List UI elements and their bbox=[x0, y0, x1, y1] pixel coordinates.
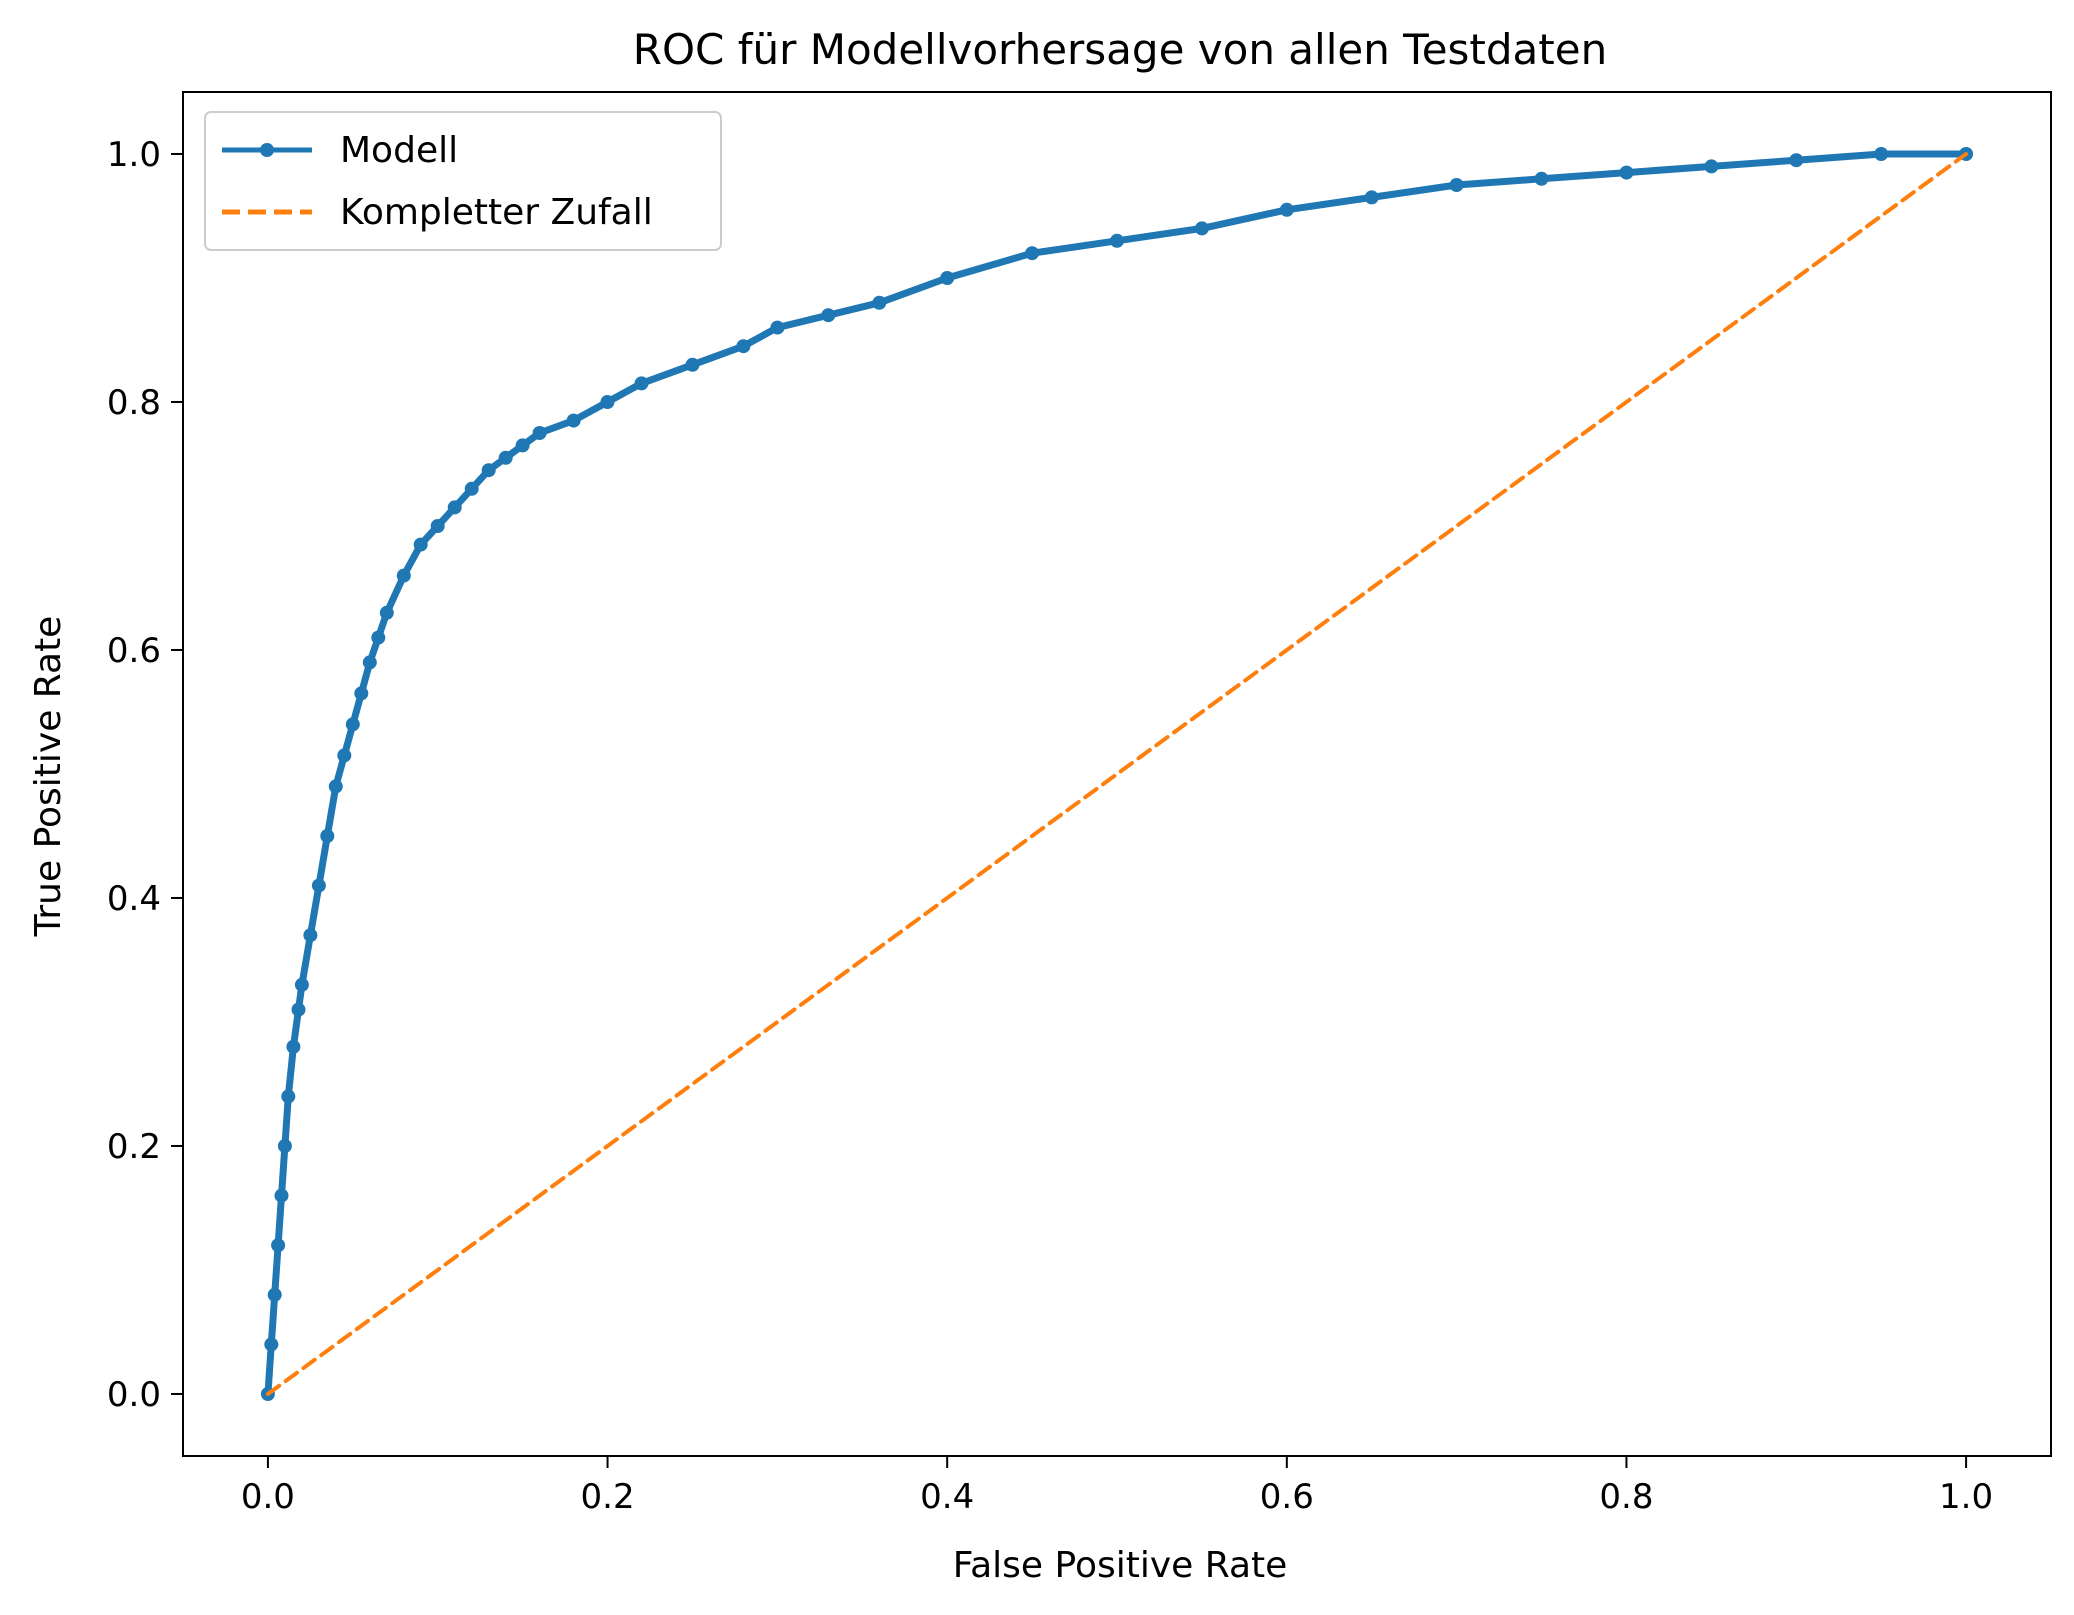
series-point-0-43 bbox=[1449, 178, 1464, 192]
y-tick-label-0: 0.0 bbox=[107, 1375, 161, 1415]
series-point-0-35 bbox=[821, 308, 836, 323]
series-point-0-41 bbox=[1279, 202, 1294, 217]
series-point-0-22 bbox=[430, 519, 445, 533]
legend-label-modell: Modell bbox=[340, 130, 458, 171]
series-point-0-34 bbox=[770, 320, 785, 335]
series-point-0-44 bbox=[1534, 171, 1549, 186]
series-point-0-9 bbox=[294, 977, 309, 992]
series-point-0-14 bbox=[337, 748, 352, 763]
legend-marker-modell bbox=[260, 143, 274, 157]
series-point-0-26 bbox=[498, 450, 513, 465]
series-point-0-6 bbox=[281, 1089, 296, 1104]
y-tick-label-3: 0.6 bbox=[107, 631, 161, 671]
legend-label-zufall: Kompletter Zufall bbox=[340, 192, 653, 233]
series-point-0-30 bbox=[600, 395, 615, 409]
series-point-0-28 bbox=[532, 426, 547, 440]
series-point-0-20 bbox=[396, 568, 411, 583]
series-point-0-23 bbox=[447, 500, 462, 515]
series-point-0-45 bbox=[1619, 165, 1634, 180]
legend: Modell Kompletter Zufall bbox=[204, 111, 722, 251]
series-point-0-27 bbox=[515, 438, 530, 453]
series-point-0-8 bbox=[291, 1002, 306, 1017]
chart-title: ROC für Modellvorhersage von allen Testd… bbox=[633, 25, 1607, 74]
legend-frame bbox=[204, 111, 722, 251]
series-point-0-39 bbox=[1110, 233, 1124, 248]
series-point-0-38 bbox=[1025, 246, 1040, 261]
series-point-0-3 bbox=[271, 1238, 286, 1253]
y-tick-label-5: 1.0 bbox=[107, 135, 161, 175]
series-point-0-2 bbox=[267, 1287, 282, 1302]
y-tick-label-4: 0.8 bbox=[107, 383, 161, 423]
series-point-0-1 bbox=[264, 1337, 279, 1352]
series-point-0-40 bbox=[1194, 221, 1209, 236]
series-point-0-21 bbox=[413, 537, 428, 552]
series-point-0-46 bbox=[1704, 159, 1719, 174]
series-point-0-13 bbox=[328, 779, 343, 794]
y-tick-label-1: 0.2 bbox=[107, 1127, 161, 1167]
x-tick-label-0: 0.0 bbox=[241, 1477, 295, 1517]
series-point-0-15 bbox=[345, 717, 360, 732]
series-point-0-25 bbox=[481, 463, 496, 478]
series-point-0-11 bbox=[311, 878, 326, 893]
series-point-0-32 bbox=[685, 357, 700, 372]
series-point-0-48 bbox=[1874, 147, 1889, 161]
series-point-0-18 bbox=[371, 630, 386, 645]
x-tick-label-4: 0.8 bbox=[1599, 1477, 1653, 1517]
x-tick-label-5: 1.0 bbox=[1939, 1477, 1993, 1517]
series-point-0-37 bbox=[940, 271, 955, 285]
x-tick-label-2: 0.4 bbox=[920, 1477, 974, 1517]
series-point-0-42 bbox=[1364, 190, 1379, 205]
series-point-0-16 bbox=[354, 686, 369, 701]
series-point-0-24 bbox=[464, 481, 479, 496]
series-line-1 bbox=[265, 152, 1969, 1396]
x-tick-label-3: 0.6 bbox=[1260, 1477, 1314, 1517]
series-point-0-19 bbox=[379, 605, 394, 620]
series-point-0-36 bbox=[872, 295, 887, 310]
plot-layer: 0.0 0.2 0.4 0.6 0.8 1.0 0.0 0.2 0.4 0.6 0.8 1.0 bbox=[107, 91, 2052, 1517]
x-tick-label-1: 0.2 bbox=[581, 1477, 635, 1517]
series-point-0-31 bbox=[634, 376, 649, 391]
x-axis-label: False Positive Rate bbox=[953, 1545, 1288, 1586]
series-point-0-5 bbox=[277, 1139, 292, 1153]
plot-frame bbox=[182, 91, 2052, 1457]
series-point-0-7 bbox=[286, 1039, 301, 1054]
series-point-0-33 bbox=[736, 339, 751, 354]
y-tick-label-2: 0.4 bbox=[107, 879, 161, 919]
y-axis-label: True Positive Rate bbox=[28, 616, 69, 938]
series-point-0-29 bbox=[566, 413, 581, 428]
series-point-0-12 bbox=[320, 829, 335, 843]
series-point-0-17 bbox=[362, 655, 377, 670]
series-point-0-4 bbox=[274, 1188, 289, 1203]
series-point-0-47 bbox=[1789, 153, 1804, 168]
series-point-0-10 bbox=[303, 928, 318, 943]
